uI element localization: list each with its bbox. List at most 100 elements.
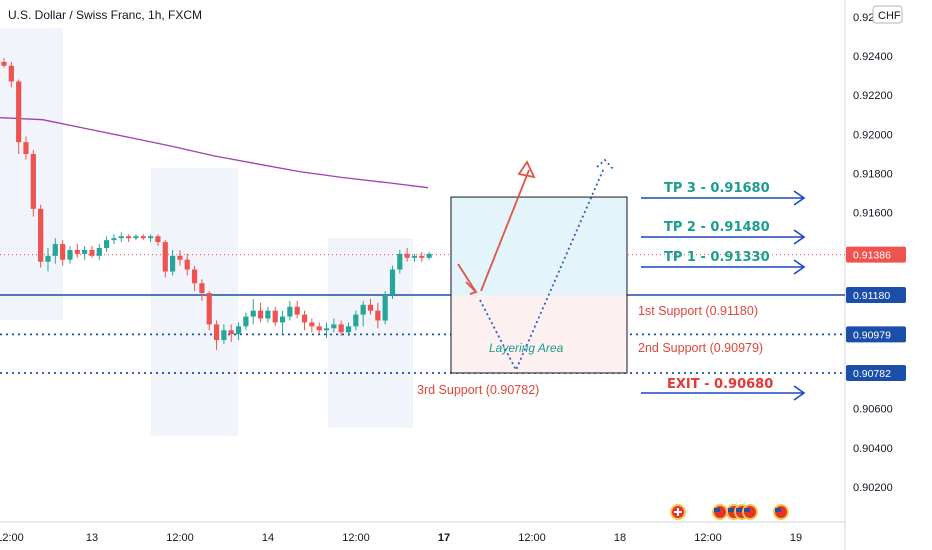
flag-canton (775, 508, 781, 512)
time-tick-label: 12:00 (694, 532, 722, 544)
price-tick-label: 0.92400 (853, 51, 893, 63)
us-flag-icon[interactable] (712, 504, 728, 520)
candle-body (30, 153, 36, 209)
candle-body (45, 255, 51, 262)
price-badge (846, 246, 906, 263)
candle-body (1, 61, 7, 66)
candle-body (397, 253, 403, 270)
down-move-line (457, 263, 477, 293)
candle-body (265, 310, 271, 319)
tp3-label: TP 3 - 0.91680 (664, 181, 770, 196)
layering-area-label: Layering Area (489, 341, 564, 355)
price-tick-label: 0.90400 (853, 443, 893, 455)
candle-body (309, 322, 315, 327)
price-tick-label: 0.90600 (853, 404, 893, 416)
tp2-label: TP 2 - 0.91480 (664, 220, 770, 235)
price-tick-label: 0.92000 (853, 129, 893, 141)
time-tick-label: 13 (86, 532, 98, 544)
candle-body (148, 236, 154, 239)
candle-body (257, 310, 264, 319)
candles (1, 57, 432, 350)
target-arrow-head-icon (793, 229, 806, 245)
candle-body (199, 283, 205, 294)
session-shading (0, 28, 413, 436)
candle-body (272, 310, 278, 323)
support-2-label: 2nd Support (0.90979) (638, 341, 763, 355)
price-badge-text: 0.91386 (853, 250, 891, 262)
price-badges: 0.91386 0.91180 0.90979 0.90782 (846, 246, 906, 381)
price-badge (846, 364, 906, 381)
exit-label: EXIT - 0.90680 (667, 377, 773, 392)
candle-body (221, 330, 227, 341)
chart-title: U.S. Dollar / Swiss Franc, 1h, FXCM (8, 8, 202, 22)
candle-body (89, 249, 95, 256)
price-axis[interactable]: 0.926000.924000.922000.920000.918000.916… (853, 12, 893, 494)
candle-body (389, 269, 396, 296)
flag-canton (714, 508, 720, 512)
trade-box-outline (450, 196, 628, 374)
currency-badge[interactable]: CHF (872, 5, 903, 24)
time-tick-label: 18 (614, 532, 626, 544)
us-flag-icon[interactable] (773, 504, 789, 520)
support-3-label: 3rd Support (0.90782) (417, 383, 539, 397)
candle-body (16, 81, 22, 143)
down-arrow-head-icon (465, 281, 478, 295)
price-badge-text: 0.90979 (853, 329, 891, 341)
candle-body (67, 249, 73, 260)
price-badge-text: 0.90782 (853, 368, 891, 380)
event-icons (670, 504, 789, 520)
time-tick-label: 14 (262, 532, 274, 544)
dotted-arrow-head-icon (596, 158, 615, 171)
price-tick-label: 0.91800 (853, 169, 893, 181)
price-tick-label: 0.91600 (853, 208, 893, 220)
session-shade (328, 238, 413, 428)
currency-badge-text: CHF (878, 10, 901, 22)
candle-body (60, 244, 66, 260)
target-arrow-head-icon (793, 385, 806, 401)
currency-badge-box (872, 5, 903, 24)
time-tick-label: 19 (790, 532, 802, 544)
candle-body (345, 326, 352, 333)
target-arrow-head-icon (793, 259, 806, 275)
candle-body (52, 244, 58, 256)
price-badge (846, 287, 906, 304)
tp1-label: TP 1 - 0.91330 (664, 250, 770, 265)
candle-body (411, 255, 418, 258)
candle-body (323, 328, 330, 331)
candle-body (133, 236, 139, 239)
price-levels (0, 294, 845, 374)
candle-body (353, 314, 359, 327)
time-tick-label: 12:00 (166, 532, 194, 544)
candle-body (213, 324, 220, 341)
candle-body (38, 208, 44, 262)
time-tick-label: 17 (438, 532, 450, 544)
candle-body (243, 316, 249, 327)
candle-body (206, 293, 212, 325)
price-tick-label: 0.90200 (853, 482, 893, 494)
candle-body (301, 314, 308, 323)
flag-canton (744, 508, 750, 512)
swiss-flag-icon[interactable] (670, 504, 686, 520)
candle-body (419, 255, 425, 258)
candle-body (360, 304, 366, 315)
candle-body (74, 249, 80, 254)
candle-body (382, 295, 388, 321)
time-tick-label: 12:00 (518, 532, 546, 544)
candle-body (126, 236, 132, 239)
candle-body (294, 306, 300, 315)
dotted-projection-line (479, 167, 605, 373)
candle-body (250, 310, 256, 317)
support-1-label: 1st Support (0.91180) (638, 304, 758, 318)
trade-box (450, 196, 628, 374)
candle-body (184, 259, 190, 270)
time-axis[interactable]: 12:00 13 12:00 14 12:00 17 12:00 18 12:00 19 (0, 532, 802, 544)
candle-body (82, 249, 88, 254)
candle-body (177, 255, 183, 260)
cross-h (674, 511, 682, 513)
moving-average-line (0, 117, 429, 189)
candle-body (104, 240, 110, 248)
candle-body (279, 316, 286, 323)
us-flag-icon[interactable] (742, 504, 758, 520)
